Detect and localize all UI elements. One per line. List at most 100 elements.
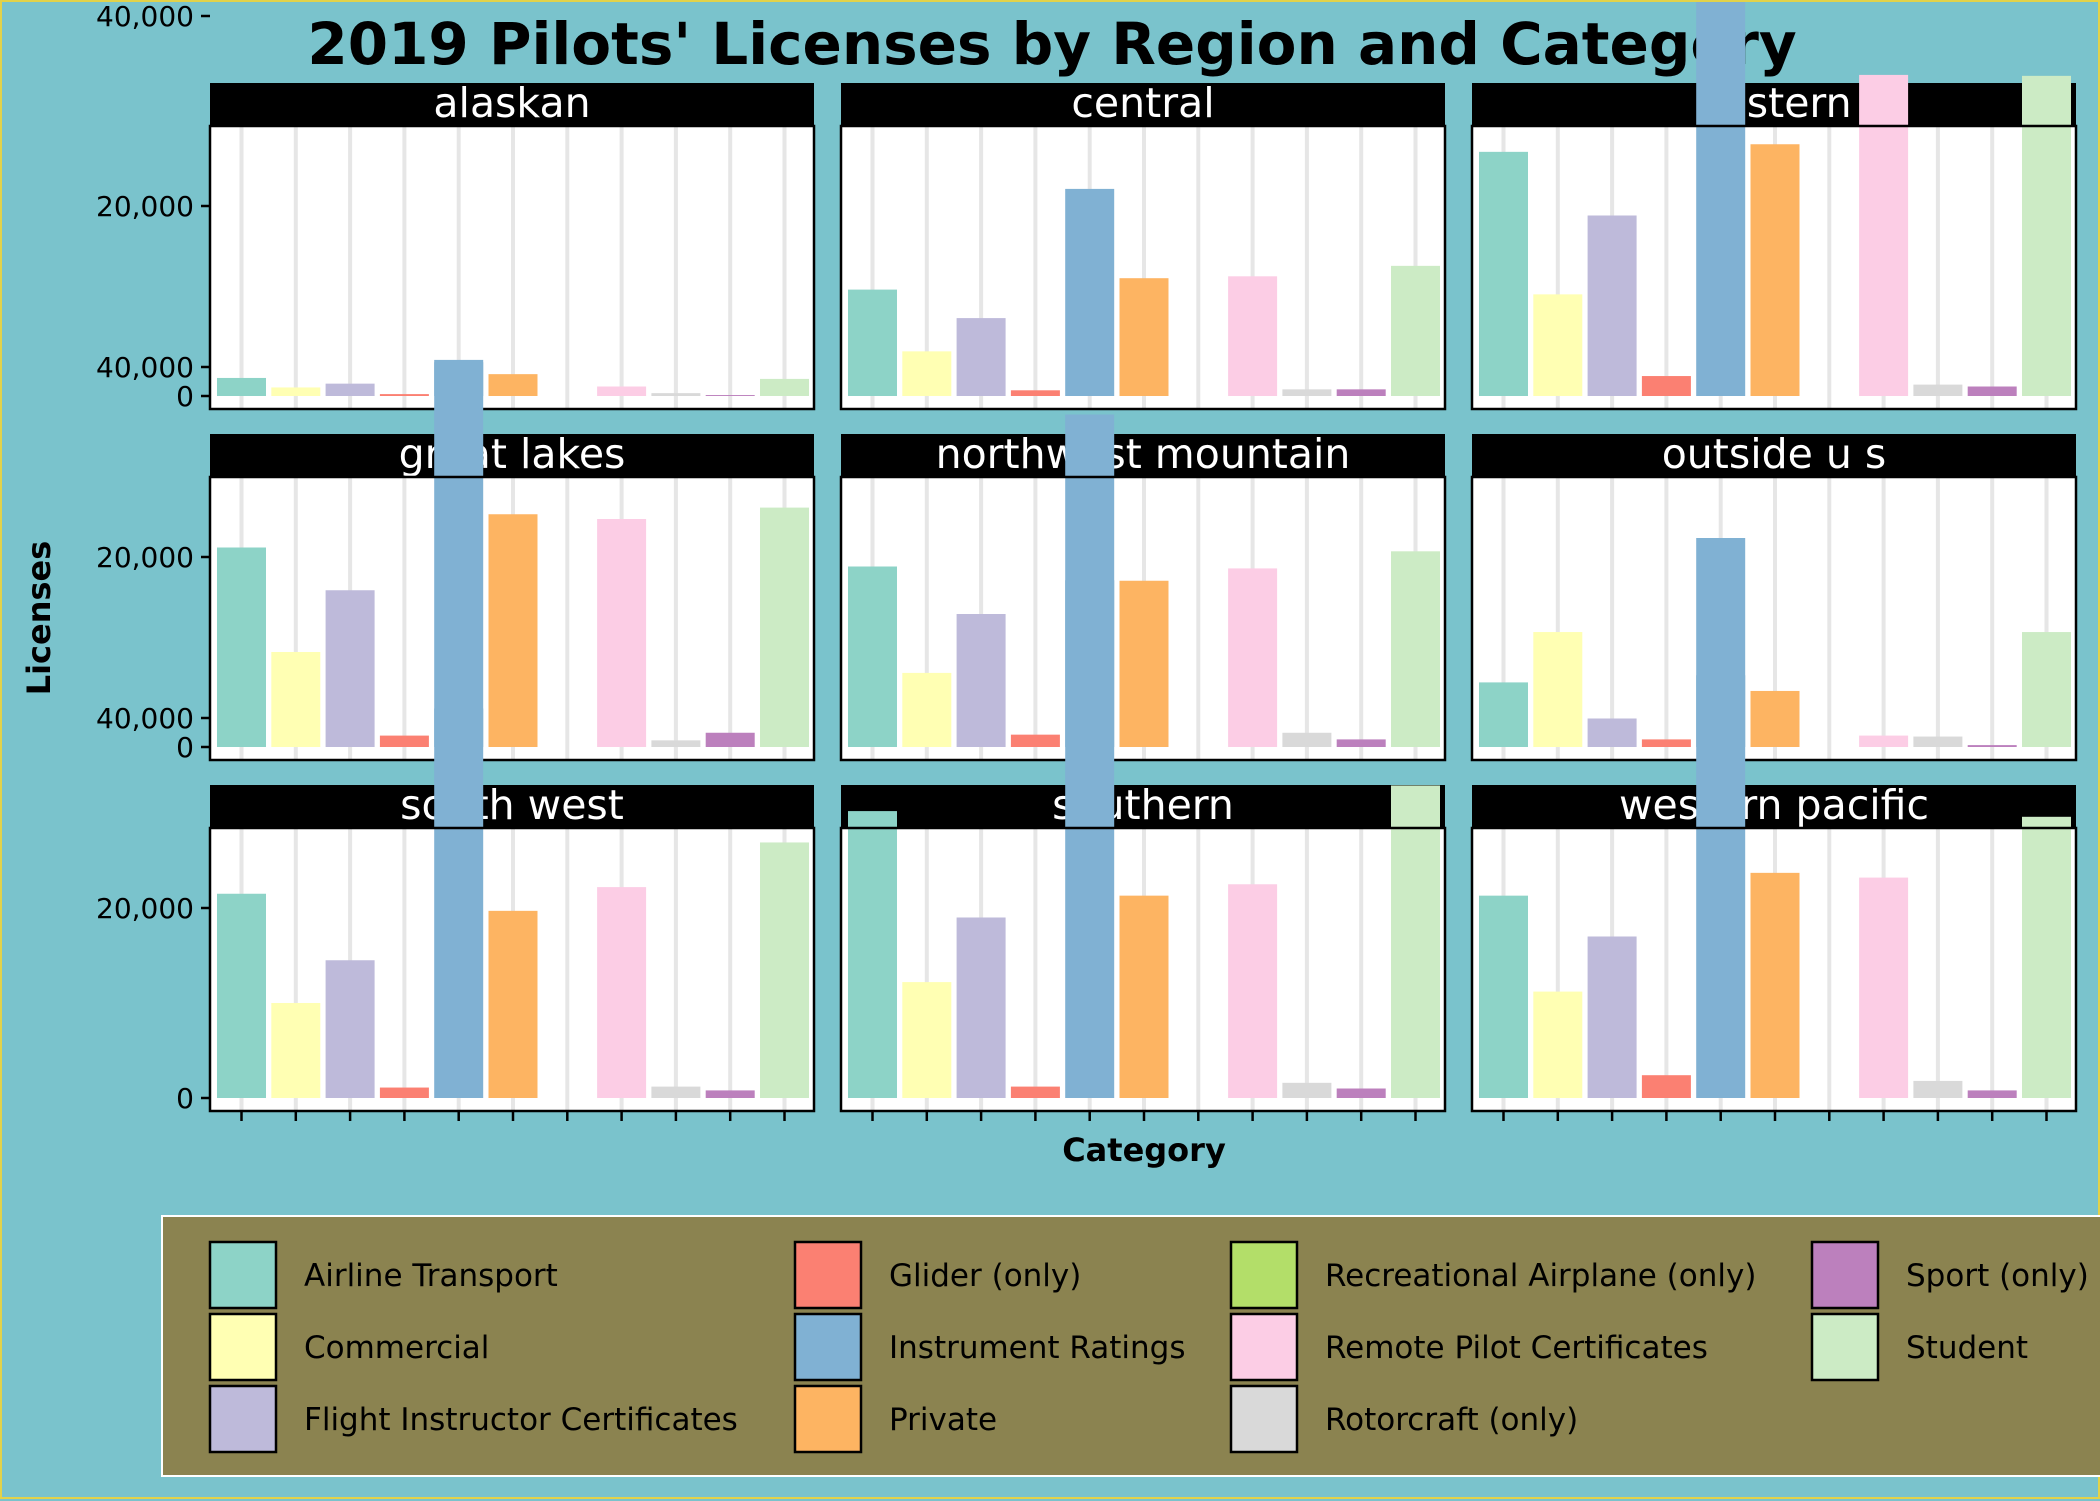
bar-central-2 bbox=[956, 318, 1006, 396]
bar-great-lakes-8 bbox=[651, 740, 701, 747]
y-tick-label: 0 bbox=[176, 380, 194, 413]
bar-southern-5 bbox=[1119, 895, 1169, 1098]
bar-central-5 bbox=[1119, 278, 1169, 396]
bar-eastern-9 bbox=[1967, 386, 2017, 396]
bar-alaskan-0 bbox=[217, 377, 266, 396]
bar-outside-u-s-1 bbox=[1533, 632, 1583, 747]
bar-great-lakes-2 bbox=[325, 590, 375, 747]
facet-label: western pacific bbox=[1619, 781, 1929, 829]
legend-item: Sport (only) bbox=[1810, 1240, 2089, 1310]
legend-label: Instrument Ratings bbox=[889, 1330, 1186, 1366]
bar-western-pacific-1 bbox=[1533, 991, 1583, 1098]
bar-central-9 bbox=[1336, 389, 1386, 396]
legend-label: Glider (only) bbox=[889, 1258, 1081, 1294]
panel-central: central bbox=[839, 79, 1447, 411]
legend-key bbox=[793, 1312, 863, 1382]
bar-outside-u-s-5 bbox=[1750, 690, 1800, 747]
facet-label: northwest mountain bbox=[936, 430, 1351, 478]
panel-southern: southern bbox=[839, 580, 1447, 1121]
bar-great-lakes-0 bbox=[217, 547, 266, 747]
bar-alaskan-1 bbox=[271, 387, 321, 396]
legend-key bbox=[793, 1240, 863, 1310]
facet-strip bbox=[1472, 434, 2076, 477]
bar-eastern-7 bbox=[1859, 74, 1909, 397]
bar-south-west-3 bbox=[379, 1087, 429, 1098]
bar-western-pacific-3 bbox=[1641, 1075, 1691, 1098]
bar-southern-2 bbox=[956, 917, 1006, 1098]
legend-key bbox=[208, 1384, 278, 1454]
bar-outside-u-s-3 bbox=[1641, 739, 1691, 747]
legend-background bbox=[161, 1215, 2100, 1477]
bar-eastern-2 bbox=[1587, 215, 1637, 396]
bar-great-lakes-10 bbox=[760, 507, 809, 747]
bar-alaskan-2 bbox=[325, 383, 375, 396]
bar-south-west-9 bbox=[705, 1090, 755, 1098]
bar-central-0 bbox=[848, 289, 897, 396]
bar-western-pacific-7 bbox=[1859, 877, 1909, 1098]
bar-south-west-5 bbox=[488, 910, 538, 1098]
bar-great-lakes-3 bbox=[379, 735, 429, 747]
panel-border bbox=[1470, 124, 2078, 411]
bar-central-7 bbox=[1228, 276, 1278, 396]
y-tick-label: 40,000 bbox=[96, 702, 194, 735]
bar-great-lakes-7 bbox=[597, 519, 647, 747]
legend-label: Sport (only) bbox=[1906, 1258, 2089, 1294]
bar-eastern-10 bbox=[2022, 75, 2071, 396]
bar-south-west-1 bbox=[271, 1003, 321, 1098]
bar-western-pacific-8 bbox=[1913, 1080, 1963, 1098]
legend-key bbox=[1229, 1384, 1299, 1454]
facet-strip bbox=[210, 785, 814, 828]
bar-northwest-mountain-7 bbox=[1228, 568, 1278, 747]
panel-border bbox=[208, 124, 816, 411]
bar-western-pacific-2 bbox=[1587, 936, 1637, 1098]
bar-south-west-8 bbox=[651, 1086, 701, 1098]
panel-border bbox=[208, 475, 816, 762]
x-axis-title: Category bbox=[1062, 1131, 1226, 1169]
panel-western-pacific: western pacific bbox=[1470, 675, 2078, 1121]
legend-label: Airline Transport bbox=[304, 1258, 558, 1294]
legend-item: Instrument Ratings bbox=[793, 1312, 1186, 1382]
legend-item: Remote Pilot Certificates bbox=[1229, 1312, 1708, 1382]
legend-key bbox=[793, 1384, 863, 1454]
legend-item: Recreational Airplane (only) bbox=[1229, 1240, 1756, 1310]
bar-alaskan-8 bbox=[651, 393, 701, 396]
panel-northwest-mountain: northwest mountain bbox=[839, 414, 1447, 762]
panel-alaskan: alaskan 0 20,000 40,000 bbox=[96, 2, 816, 413]
bar-northwest-mountain-1 bbox=[902, 672, 952, 747]
y-tick-label: 20,000 bbox=[96, 541, 194, 574]
facet-label: south west bbox=[400, 781, 624, 829]
bar-northwest-mountain-2 bbox=[956, 614, 1006, 747]
panel-outside-u-s: outside u s bbox=[1470, 430, 2078, 762]
bar-southern-3 bbox=[1010, 1086, 1060, 1098]
facet-label: central bbox=[1071, 79, 1214, 127]
legend-key bbox=[1810, 1240, 1880, 1310]
panel-border bbox=[839, 475, 1447, 762]
legend-key bbox=[1810, 1312, 1880, 1382]
bar-northwest-mountain-9 bbox=[1336, 739, 1386, 747]
bar-central-4 bbox=[1065, 188, 1115, 396]
bar-northwest-mountain-0 bbox=[848, 566, 897, 747]
bar-south-west-10 bbox=[760, 842, 809, 1098]
bar-northwest-mountain-8 bbox=[1282, 732, 1332, 747]
legend-label: Commercial bbox=[304, 1330, 489, 1366]
facet-strip bbox=[210, 434, 814, 477]
panel-border bbox=[839, 124, 1447, 411]
facet-label: outside u s bbox=[1662, 430, 1887, 478]
bar-central-8 bbox=[1282, 389, 1332, 396]
bar-southern-8 bbox=[1282, 1082, 1332, 1098]
facet-strip bbox=[841, 785, 1445, 828]
legend-label: Remote Pilot Certificates bbox=[1325, 1330, 1708, 1366]
y-tick-label: 0 bbox=[176, 731, 194, 764]
facet-strip bbox=[1472, 785, 2076, 828]
legend-item: Rotorcraft (only) bbox=[1229, 1384, 1578, 1454]
legend-key bbox=[208, 1312, 278, 1382]
bar-alaskan-3 bbox=[379, 394, 429, 396]
bar-outside-u-s-10 bbox=[2022, 632, 2071, 747]
bar-southern-9 bbox=[1336, 1088, 1386, 1098]
bar-eastern-4 bbox=[1696, 2, 1746, 396]
bar-western-pacific-9 bbox=[1967, 1090, 2017, 1098]
legend-item: Commercial bbox=[208, 1312, 489, 1382]
panel-eastern: eastern bbox=[1470, 2, 2078, 411]
bar-northwest-mountain-3 bbox=[1010, 734, 1060, 747]
